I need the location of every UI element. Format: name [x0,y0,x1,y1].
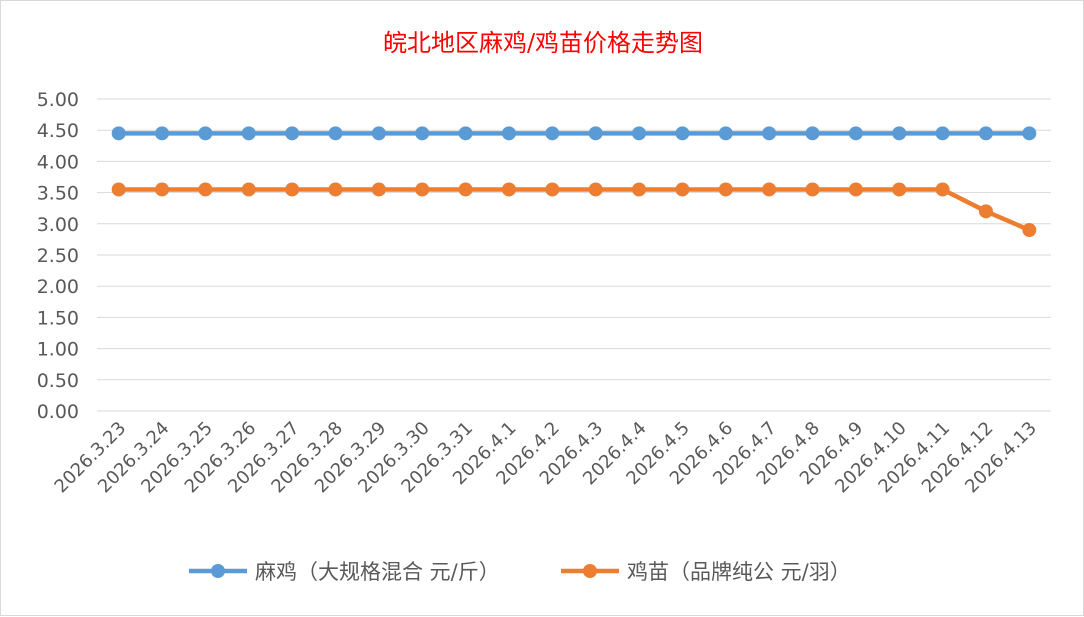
data-point [415,126,430,141]
legend-label: 麻鸡（大规格混合 元/斤） [255,560,500,584]
data-point [1022,126,1037,141]
data-point [285,126,300,141]
legend-marker [583,564,597,578]
data-point [198,126,213,141]
data-point [415,182,430,197]
data-point [501,126,516,141]
chart-title: 皖北地区麻鸡/鸡苗价格走势图 [383,29,703,57]
data-point [848,126,863,141]
data-point [545,126,560,141]
data-point [371,126,386,141]
data-point [241,126,256,141]
legend-label: 鸡苗（品牌纯公 元/羽） [627,560,851,584]
data-point [892,182,907,197]
series-lines [111,126,1037,238]
y-tick-label: 1.50 [37,307,79,329]
legend-marker [211,564,225,578]
x-axis-ticks: 2026.3.232026.3.242026.3.252026.3.262026… [51,418,1041,498]
data-point [155,126,170,141]
data-point [718,126,733,141]
data-point [892,126,907,141]
legend: 麻鸡（大规格混合 元/斤） 鸡苗（品牌纯公 元/羽） [189,560,851,584]
data-point [762,126,777,141]
y-axis-ticks: 0.00 0.50 1.00 1.50 2.00 2.50 3.00 3.50 4.00 4.50… [37,89,79,423]
data-point [632,126,647,141]
y-tick-label: 4.00 [37,151,79,173]
y-tick-label: 3.50 [37,183,79,205]
data-point [111,126,126,141]
data-point [935,126,950,141]
data-point [501,182,516,197]
data-point [458,126,473,141]
y-tick-label: 3.00 [37,214,79,236]
data-point [978,126,993,141]
y-tick-label: 0.50 [37,370,79,392]
y-tick-label: 2.00 [37,276,79,298]
gridlines [97,98,1051,412]
data-point [935,182,950,197]
y-tick-label: 2.50 [37,245,79,267]
data-point [285,182,300,197]
data-point [328,126,343,141]
data-point [155,182,170,197]
data-point [762,182,777,197]
data-point [848,182,863,197]
data-point [632,182,647,197]
data-point [675,126,690,141]
data-point [718,182,733,197]
data-point [805,182,820,197]
y-tick-label: 1.00 [37,339,79,361]
data-point [111,182,126,197]
data-point [545,182,560,197]
y-tick-label: 5.00 [37,89,79,111]
series-line-2 [118,187,1031,233]
data-point [588,126,603,141]
data-point [328,182,343,197]
y-tick-label: 4.50 [37,120,79,142]
data-point [241,182,256,197]
data-point [805,126,820,141]
y-tick-label: 0.00 [37,401,79,423]
data-point [588,182,603,197]
data-point [675,182,690,197]
data-point [1022,223,1037,238]
data-point [198,182,213,197]
data-point [458,182,473,197]
data-point [371,182,386,197]
data-point [978,204,993,219]
